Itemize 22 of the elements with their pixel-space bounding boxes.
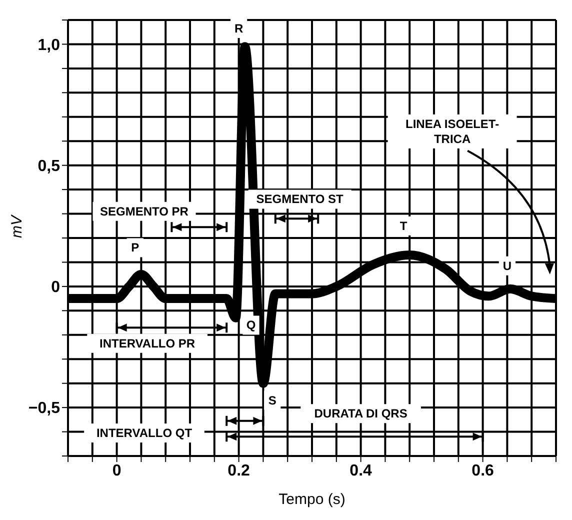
y-tick-label: 0,5 — [38, 158, 60, 176]
x-tick-label: 0 — [112, 462, 122, 480]
annotation: INTERVALLO PR — [100, 336, 196, 350]
annotation: S — [268, 393, 276, 408]
y-tick-label: −0,5 — [28, 400, 60, 418]
annotation: LINEA ISOELET- TRICA — [406, 116, 500, 146]
annotation: Q — [246, 318, 256, 332]
x-tick-label: 0.6 — [472, 462, 494, 480]
y-axis-title: mV — [8, 214, 26, 238]
y-tick-label: 1,0 — [38, 36, 60, 54]
annotation: SEGMENTO PR — [100, 204, 189, 218]
annotation: T — [400, 218, 408, 233]
annotation: U — [502, 258, 512, 273]
annotation: INTERVALLO QT — [96, 426, 193, 440]
annotation: DURATA DI QRS — [314, 406, 408, 421]
x-axis-title: Tempo (s) — [278, 491, 346, 508]
y-tick-label: 0 — [51, 279, 60, 296]
annotation: R — [234, 21, 244, 36]
x-tick-label: 0.4 — [350, 462, 372, 480]
annotation: SEGMENTO ST — [256, 192, 344, 206]
annotation: P — [131, 240, 140, 255]
x-tick-label: 0.2 — [228, 462, 250, 480]
